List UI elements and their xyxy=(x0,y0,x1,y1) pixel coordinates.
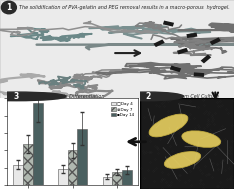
Ellipse shape xyxy=(182,131,221,147)
Text: 2: 2 xyxy=(145,92,150,101)
Ellipse shape xyxy=(164,152,201,168)
Bar xyxy=(102,177,112,185)
Bar xyxy=(58,169,68,185)
Legend: □Day 4, ⊚Day 7, ▪Day 14: □Day 4, ⊚Day 7, ▪Day 14 xyxy=(109,100,136,119)
Circle shape xyxy=(1,1,16,14)
FancyBboxPatch shape xyxy=(201,54,211,64)
FancyBboxPatch shape xyxy=(210,37,221,45)
Bar xyxy=(13,165,23,185)
FancyBboxPatch shape xyxy=(140,98,234,189)
Text: Human Stem Cell Culture: Human Stem Cell Culture xyxy=(157,94,219,99)
Text: The solidification of PVA-gelatin and PEG removal results in a macro-porous  hyd: The solidification of PVA-gelatin and PE… xyxy=(19,5,230,10)
FancyBboxPatch shape xyxy=(177,48,188,54)
Bar xyxy=(77,129,87,185)
Bar xyxy=(122,170,132,185)
Circle shape xyxy=(112,92,183,101)
FancyBboxPatch shape xyxy=(186,33,197,38)
Text: 1: 1 xyxy=(6,3,11,12)
Text: 3: 3 xyxy=(14,92,19,101)
Bar xyxy=(112,172,122,185)
FancyBboxPatch shape xyxy=(170,65,181,72)
FancyBboxPatch shape xyxy=(194,72,204,77)
FancyBboxPatch shape xyxy=(163,21,174,27)
FancyBboxPatch shape xyxy=(154,39,165,47)
Bar xyxy=(33,103,43,185)
Bar xyxy=(23,144,33,185)
Circle shape xyxy=(0,92,66,101)
Text: ↑ Chondrogenic Differentiation: ↑ Chondrogenic Differentiation xyxy=(28,94,105,99)
FancyBboxPatch shape xyxy=(0,0,234,98)
Ellipse shape xyxy=(149,114,188,137)
Bar xyxy=(68,150,77,185)
